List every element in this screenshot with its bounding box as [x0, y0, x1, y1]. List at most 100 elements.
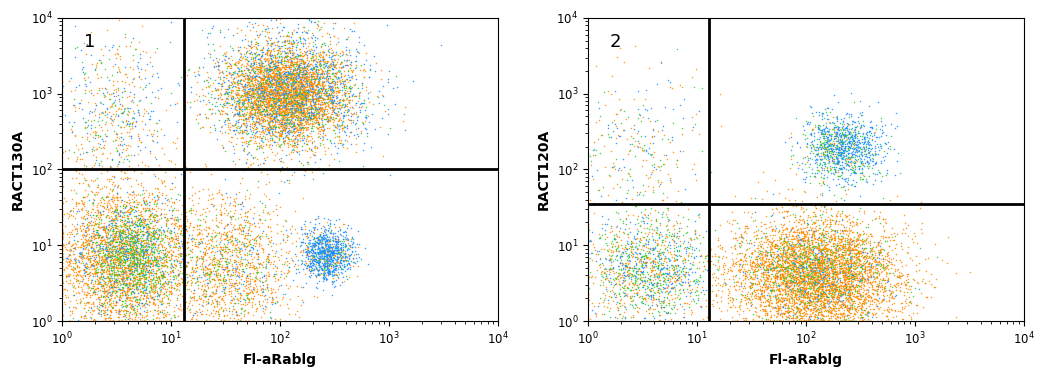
Point	[256, 292, 273, 298]
Point	[873, 297, 890, 304]
Point	[763, 318, 779, 324]
Point	[695, 259, 711, 265]
Point	[812, 268, 828, 274]
Point	[82, 272, 98, 278]
Point	[862, 247, 879, 253]
Point	[241, 318, 257, 324]
Point	[146, 234, 163, 240]
Point	[854, 136, 870, 143]
Point	[276, 97, 293, 103]
Point	[126, 203, 142, 209]
Point	[826, 275, 843, 281]
Point	[334, 52, 350, 58]
Point	[771, 209, 788, 215]
Point	[829, 167, 846, 173]
Point	[809, 280, 825, 286]
Point	[822, 265, 839, 271]
Point	[297, 94, 314, 101]
Point	[234, 120, 251, 126]
Point	[268, 92, 285, 98]
Point	[286, 85, 302, 91]
Point	[312, 271, 328, 277]
Point	[838, 270, 855, 276]
Point	[99, 243, 116, 249]
Point	[328, 245, 345, 251]
Point	[212, 244, 229, 250]
Point	[169, 80, 186, 86]
Point	[271, 91, 288, 98]
Point	[248, 234, 265, 240]
Point	[798, 143, 815, 149]
Point	[660, 318, 677, 324]
Point	[850, 284, 867, 290]
Point	[275, 99, 292, 105]
Point	[289, 66, 305, 72]
Point	[94, 288, 111, 294]
Point	[143, 318, 160, 324]
Point	[842, 262, 859, 268]
Point	[828, 313, 845, 319]
Point	[839, 260, 856, 266]
Point	[646, 207, 663, 213]
Point	[251, 236, 268, 242]
Point	[824, 155, 841, 161]
Point	[139, 232, 156, 238]
Point	[290, 108, 306, 114]
Point	[112, 134, 129, 140]
Point	[653, 163, 669, 169]
Point	[858, 253, 874, 259]
Point	[295, 113, 312, 119]
Point	[84, 235, 100, 241]
Point	[316, 264, 333, 270]
Point	[845, 260, 862, 266]
Point	[804, 279, 821, 285]
Point	[813, 291, 829, 297]
Point	[834, 233, 850, 239]
Point	[203, 196, 220, 202]
Point	[878, 298, 894, 304]
Point	[620, 231, 637, 237]
Point	[268, 206, 285, 212]
Point	[736, 252, 753, 258]
Point	[327, 62, 344, 68]
Point	[699, 252, 715, 258]
Point	[328, 244, 345, 250]
Point	[755, 307, 772, 313]
Point	[264, 70, 280, 76]
Point	[782, 156, 799, 162]
Point	[665, 231, 682, 237]
Point	[258, 47, 275, 53]
Point	[273, 61, 290, 67]
Point	[208, 257, 225, 263]
Point	[257, 130, 274, 136]
Point	[92, 214, 109, 220]
Point	[781, 283, 798, 289]
Point	[276, 102, 293, 108]
Point	[829, 298, 846, 304]
Point	[777, 280, 794, 286]
Point	[851, 291, 868, 297]
Point	[292, 95, 309, 101]
Point	[663, 233, 680, 239]
Point	[779, 285, 796, 291]
Point	[812, 291, 828, 297]
Point	[816, 297, 833, 303]
Point	[831, 307, 847, 313]
Point	[842, 275, 859, 281]
Point	[134, 254, 151, 260]
Point	[243, 38, 259, 44]
Point	[615, 249, 632, 255]
Point	[249, 162, 266, 168]
Point	[790, 279, 806, 285]
Point	[101, 307, 118, 313]
Point	[279, 75, 296, 81]
Point	[279, 105, 296, 112]
Point	[90, 248, 107, 254]
Point	[128, 242, 144, 248]
Point	[336, 85, 353, 91]
Point	[859, 257, 876, 263]
Point	[797, 290, 814, 296]
Point	[229, 110, 246, 116]
Point	[235, 44, 252, 50]
Point	[302, 228, 319, 234]
